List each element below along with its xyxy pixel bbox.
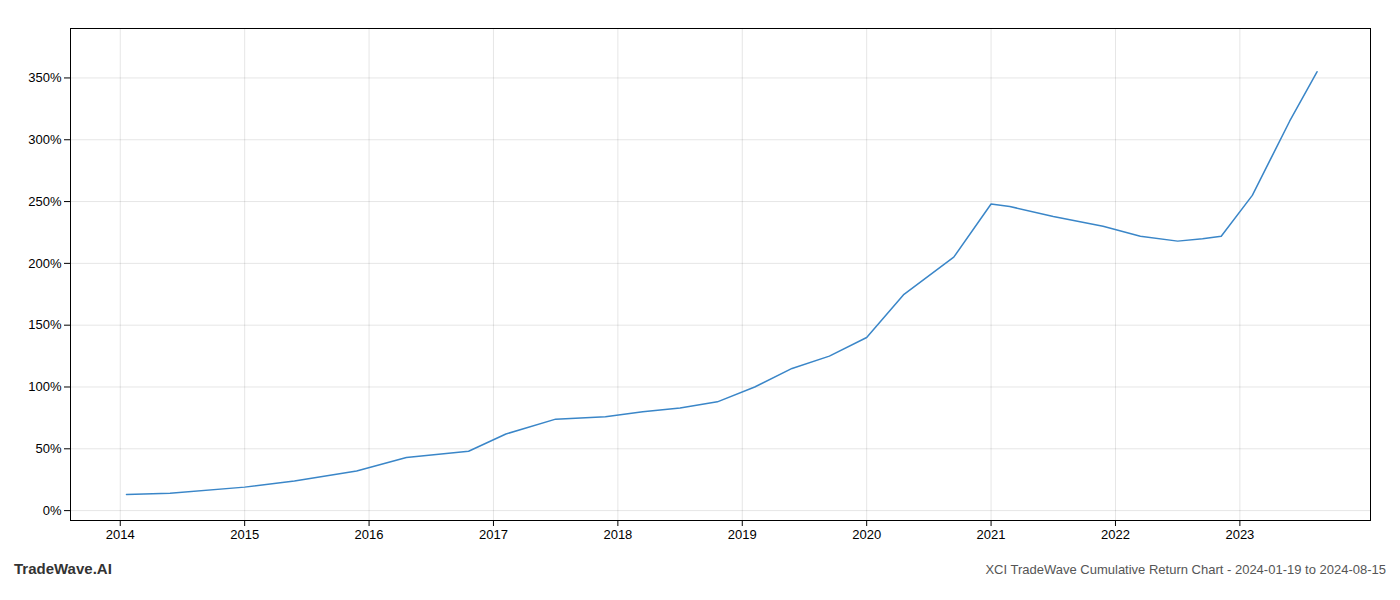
svg-text:2017: 2017: [479, 527, 508, 542]
svg-text:250%: 250%: [28, 194, 62, 209]
svg-text:2014: 2014: [106, 527, 135, 542]
svg-text:2021: 2021: [977, 527, 1006, 542]
svg-text:0%: 0%: [43, 503, 62, 518]
html-text:XCI TradeWave Cumulative Retur: XCI TradeWave Cumulative Return Chart - …: [985, 562, 1386, 577]
svg-text:100%: 100%: [28, 379, 62, 394]
svg-text:2019: 2019: [728, 527, 757, 542]
svg-text:2023: 2023: [1225, 527, 1254, 542]
svg-text:150%: 150%: [28, 317, 62, 332]
svg-text:200%: 200%: [28, 256, 62, 271]
svg-text:2016: 2016: [355, 527, 384, 542]
svg-text:2022: 2022: [1101, 527, 1130, 542]
svg-text:50%: 50%: [35, 441, 61, 456]
svg-text:350%: 350%: [28, 70, 62, 85]
svg-text:2018: 2018: [603, 527, 632, 542]
svg-text:300%: 300%: [28, 132, 62, 147]
svg-text:2020: 2020: [852, 527, 881, 542]
svg-text:2015: 2015: [230, 527, 259, 542]
html-text:TradeWave.AI: TradeWave.AI: [14, 560, 112, 577]
